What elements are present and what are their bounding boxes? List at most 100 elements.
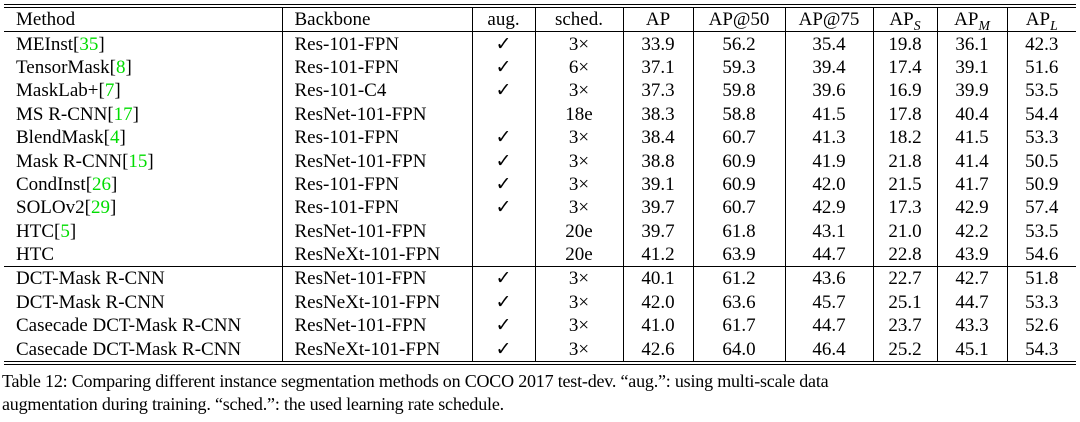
aug-checkmark-cell: ✓ bbox=[471, 290, 535, 315]
metric-cell: 42.9 bbox=[784, 196, 873, 220]
aug-empty-cell bbox=[471, 242, 535, 267]
col-header-label: Backbone bbox=[294, 9, 371, 31]
metric-cell: 17.3 bbox=[872, 196, 937, 220]
method-cell: DCT-Mask R-CNN bbox=[4, 266, 282, 291]
col-header-label: AP bbox=[954, 9, 979, 31]
metric-cell: 43.3 bbox=[936, 314, 1007, 338]
checkmark-icon: ✓ bbox=[495, 315, 512, 337]
sched-cell: 3× bbox=[534, 149, 623, 173]
col-header-label: AP bbox=[889, 9, 914, 31]
aug-checkmark-cell: ✓ bbox=[471, 79, 535, 103]
metric-cell: 60.7 bbox=[692, 196, 785, 220]
aug-empty-cell bbox=[471, 102, 535, 126]
metric-cell: 21.5 bbox=[872, 172, 937, 197]
metric-cell: 43.9 bbox=[936, 242, 1007, 267]
metric-cell: 44.7 bbox=[784, 314, 873, 338]
method-name: Casecade DCT-Mask R-CNN bbox=[16, 315, 242, 337]
metric-cell: 60.7 bbox=[692, 125, 785, 150]
sched-cell: 3× bbox=[534, 266, 623, 291]
method-cell: MaskLab+[7] bbox=[16, 80, 121, 102]
metric-cell: 46.4 bbox=[784, 337, 873, 362]
method-name: Casecade DCT-Mask R-CNN bbox=[16, 338, 242, 360]
metric-cell: 40.4 bbox=[936, 102, 1007, 126]
col-header-subscript: M bbox=[978, 17, 990, 32]
metric-cell: 38.3 bbox=[622, 102, 693, 126]
metric-cell: 37.3 bbox=[622, 79, 693, 103]
table-row: Mask R-CNN[15] ResNet-101-FPN ✓ 3× 38.8 60.9 4… bbox=[4, 149, 1076, 173]
metric-cell: 54.6 bbox=[1006, 242, 1076, 267]
table-row: MaskLab+[7] Res-101-C4 ✓ 3× 37.3 59.8 39.6 16.9… bbox=[4, 79, 1076, 103]
metric-cell: 64.0 bbox=[692, 337, 785, 362]
aug-checkmark-cell: ✓ bbox=[471, 266, 535, 291]
metric-cell: 54.3 bbox=[1006, 337, 1076, 362]
checkmark-icon: ✓ bbox=[495, 197, 512, 219]
method-name: DCT-Mask R-CNN bbox=[16, 268, 165, 290]
caption-line: augmentation during training. “sched.”: … bbox=[2, 394, 504, 414]
caption-line: Table 12: Comparing different instance s… bbox=[2, 371, 829, 391]
metric-cell: 51.6 bbox=[1006, 55, 1076, 80]
metric-cell: 63.6 bbox=[692, 290, 785, 315]
backbone-cell: Res-101-FPN bbox=[281, 172, 472, 197]
citation-ref: 8 bbox=[115, 56, 126, 78]
checkmark-icon: ✓ bbox=[495, 80, 512, 102]
sched-cell: 20e bbox=[534, 219, 623, 243]
col-header-apl: APL bbox=[1006, 7, 1076, 33]
method-cell: MEInst[35] bbox=[16, 33, 105, 55]
metric-cell: 61.8 bbox=[692, 219, 785, 243]
col-header-backbone: Backbone bbox=[281, 7, 472, 33]
col-header-ap50: AP@50 bbox=[692, 7, 785, 33]
checkmark-icon: ✓ bbox=[495, 150, 512, 172]
sched-cell: 3× bbox=[534, 125, 623, 150]
citation-ref: 35 bbox=[79, 33, 99, 55]
table-row: DCT-Mask R-CNN ResNeXt-101-FPN ✓ 3× 42.0 63.6… bbox=[4, 290, 1076, 315]
checkmark-icon: ✓ bbox=[495, 33, 512, 55]
col-header-sched: sched. bbox=[534, 7, 623, 33]
metric-cell: 43.1 bbox=[784, 219, 873, 243]
metric-cell: 39.1 bbox=[622, 172, 693, 197]
metric-cell: 60.9 bbox=[692, 149, 785, 173]
backbone-cell: Res-101-C4 bbox=[281, 79, 472, 103]
method-name: Mask R-CNN bbox=[16, 150, 123, 172]
method-cell: Casecade DCT-Mask R-CNN bbox=[4, 314, 282, 337]
metric-cell: 41.2 bbox=[622, 242, 693, 267]
metric-cell: 43.6 bbox=[784, 266, 873, 291]
sched-cell: 3× bbox=[534, 172, 623, 197]
method-name: DCT-Mask R-CNN bbox=[16, 291, 165, 313]
checkmark-icon: ✓ bbox=[495, 173, 512, 195]
sched-cell: 3× bbox=[534, 79, 623, 103]
metric-cell: 21.0 bbox=[872, 219, 937, 243]
aug-checkmark-cell: ✓ bbox=[471, 55, 535, 80]
metric-cell: 33.9 bbox=[622, 31, 693, 56]
table-body: MEInst[35] Res-101-FPN ✓ 3× 33.9 56.2 35.4 19.8… bbox=[4, 31, 1076, 362]
aug-checkmark-cell: ✓ bbox=[471, 31, 535, 56]
sched-cell: 3× bbox=[534, 196, 623, 220]
metric-cell: 58.8 bbox=[692, 102, 785, 126]
sched-cell: 20e bbox=[534, 242, 623, 267]
checkmark-icon: ✓ bbox=[495, 56, 512, 78]
table-row: DCT-Mask R-CNN ResNet-101-FPN ✓ 3× 40.1 61.2 4… bbox=[4, 266, 1076, 291]
aug-checkmark-cell: ✓ bbox=[471, 337, 535, 362]
metric-cell: 63.9 bbox=[692, 242, 785, 267]
metric-cell: 42.0 bbox=[784, 172, 873, 197]
col-header-label: Method bbox=[16, 9, 76, 31]
aug-checkmark-cell: ✓ bbox=[471, 149, 535, 173]
backbone-cell: ResNet-101-FPN bbox=[281, 266, 472, 291]
metric-cell: 53.5 bbox=[1006, 79, 1076, 103]
metric-cell: 57.4 bbox=[1006, 196, 1076, 220]
metric-cell: 17.8 bbox=[872, 102, 937, 126]
metric-cell: 42.9 bbox=[936, 196, 1007, 220]
method-name: SOLOv2 bbox=[16, 197, 85, 219]
metric-cell: 41.5 bbox=[936, 125, 1007, 150]
metric-cell: 53.3 bbox=[1006, 125, 1076, 150]
metric-cell: 42.7 bbox=[936, 266, 1007, 291]
metric-cell: 21.8 bbox=[872, 149, 937, 173]
col-header-ap75: AP@75 bbox=[784, 7, 873, 33]
metric-cell: 36.1 bbox=[936, 31, 1007, 56]
col-header-label: AP@50 bbox=[708, 9, 770, 31]
metric-cell: 59.8 bbox=[692, 79, 785, 103]
metric-cell: 45.1 bbox=[936, 337, 1007, 362]
col-header-apm: APM bbox=[936, 7, 1007, 33]
table-caption: Table 12: Comparing different instance s… bbox=[2, 370, 1068, 416]
sched-cell: 6× bbox=[534, 55, 623, 80]
metric-cell: 35.4 bbox=[784, 31, 873, 56]
